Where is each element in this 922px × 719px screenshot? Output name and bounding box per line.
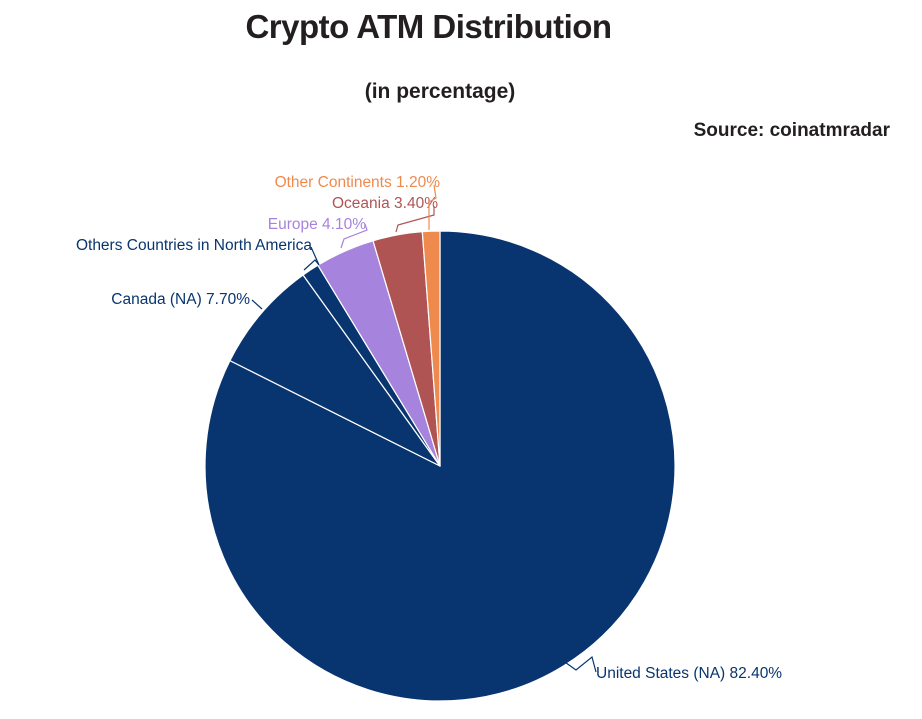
data-label-europe: Europe 4.10%	[268, 216, 366, 233]
pie-slice-canada-na	[229, 274, 441, 467]
chart-subtitle: (in percentage)	[364, 80, 516, 103]
leader-line-united-states-na	[561, 655, 597, 673]
leader-line-europe	[340, 223, 368, 249]
data-label-canada-na: Canada (NA) 7.70%	[111, 291, 250, 308]
leader-line-other-continents	[428, 184, 437, 230]
data-label-united-states-na: United States (NA) 82.40%	[596, 665, 782, 682]
leader-line-canada-na	[251, 299, 263, 310]
data-label-oceania: Oceania 3.40%	[332, 195, 438, 212]
data-label-others-countries-in-north-america: Others Countries in North America	[76, 237, 312, 254]
data-label-other-continents: Other Continents 1.20%	[275, 174, 441, 191]
leader-line-oceania	[395, 206, 435, 233]
chart-title: Crypto ATM Distribution	[245, 8, 612, 45]
chart-source: Source: coinatmradar	[693, 120, 890, 141]
pie-slice-other-continents	[421, 230, 441, 467]
leader-line-others-countries-in-north-america	[303, 246, 320, 271]
